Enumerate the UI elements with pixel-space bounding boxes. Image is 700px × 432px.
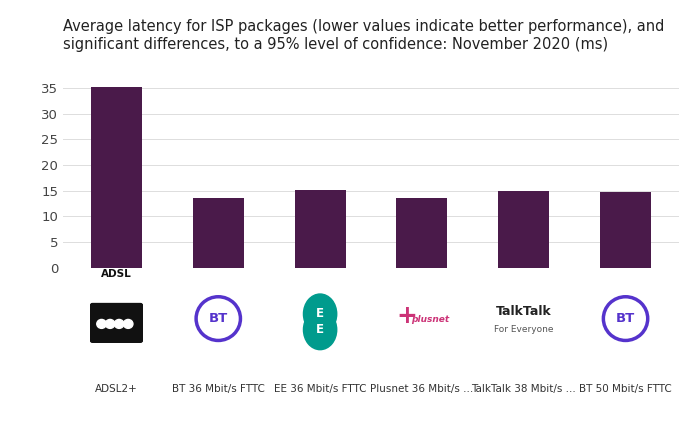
Text: E: E — [316, 308, 324, 321]
Text: BT 50 Mbit/s FTTC: BT 50 Mbit/s FTTC — [579, 384, 672, 394]
Text: EE 36 Mbit/s FTTC: EE 36 Mbit/s FTTC — [274, 384, 366, 394]
Text: BT: BT — [616, 312, 635, 325]
Text: For Everyone: For Everyone — [494, 325, 554, 334]
Bar — [193, 198, 244, 268]
Text: TalkTalk 38 Mbit/s ...: TalkTalk 38 Mbit/s ... — [471, 384, 576, 394]
Circle shape — [304, 294, 337, 334]
Circle shape — [105, 319, 115, 328]
Text: plusnet: plusnet — [411, 315, 449, 324]
Bar — [295, 190, 346, 268]
Bar — [396, 198, 447, 268]
Circle shape — [97, 319, 106, 328]
Text: BT: BT — [209, 312, 228, 325]
Text: Average latency for ISP packages (lower values indicate better performance), and: Average latency for ISP packages (lower … — [63, 19, 664, 52]
Circle shape — [114, 319, 124, 328]
Bar — [91, 87, 142, 268]
Text: BT 36 Mbit/s FTTC: BT 36 Mbit/s FTTC — [172, 384, 265, 394]
Text: Plusnet 36 Mbit/s ...: Plusnet 36 Mbit/s ... — [370, 384, 473, 394]
Text: +: + — [396, 304, 417, 328]
Text: ADSL2+: ADSL2+ — [95, 384, 138, 394]
Circle shape — [123, 319, 133, 328]
Bar — [498, 191, 550, 268]
Bar — [600, 192, 651, 268]
Text: TalkTalk: TalkTalk — [496, 305, 552, 318]
FancyBboxPatch shape — [90, 304, 143, 342]
Text: ADSL: ADSL — [101, 269, 132, 279]
Text: E: E — [316, 323, 324, 336]
Circle shape — [304, 310, 337, 349]
